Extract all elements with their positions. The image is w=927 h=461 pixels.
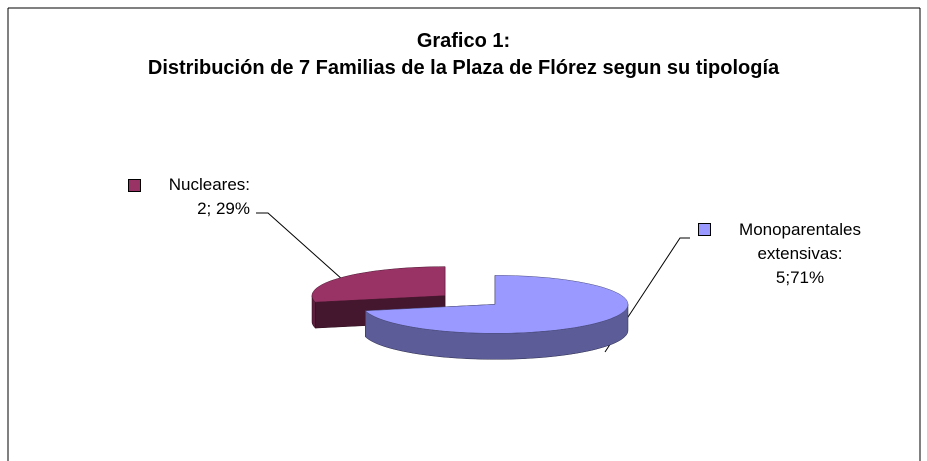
leader-line bbox=[256, 212, 344, 281]
chart-title: Grafico 1: Distribución de 7 Familias de… bbox=[100, 28, 827, 82]
value-label: 2; 29% bbox=[197, 199, 250, 218]
pie bbox=[311, 266, 629, 360]
category-label: Nucleares: bbox=[168, 175, 250, 194]
category-label: Monoparentales extensivas: bbox=[739, 220, 861, 263]
leader-line bbox=[604, 237, 690, 353]
legend-swatch bbox=[698, 223, 711, 236]
slice-label: Nucleares: 2; 29% bbox=[140, 173, 250, 221]
slice-label: Monoparentales extensivas: 5;71% bbox=[712, 218, 888, 290]
slice bbox=[311, 266, 446, 303]
slice bbox=[364, 275, 629, 334]
legend-swatch bbox=[128, 179, 141, 192]
subtitle: Distribución de 7 Familias de la Plaza d… bbox=[147, 57, 780, 79]
title: Grafico 1: bbox=[416, 30, 511, 52]
value-label: 5;71% bbox=[775, 268, 825, 287]
